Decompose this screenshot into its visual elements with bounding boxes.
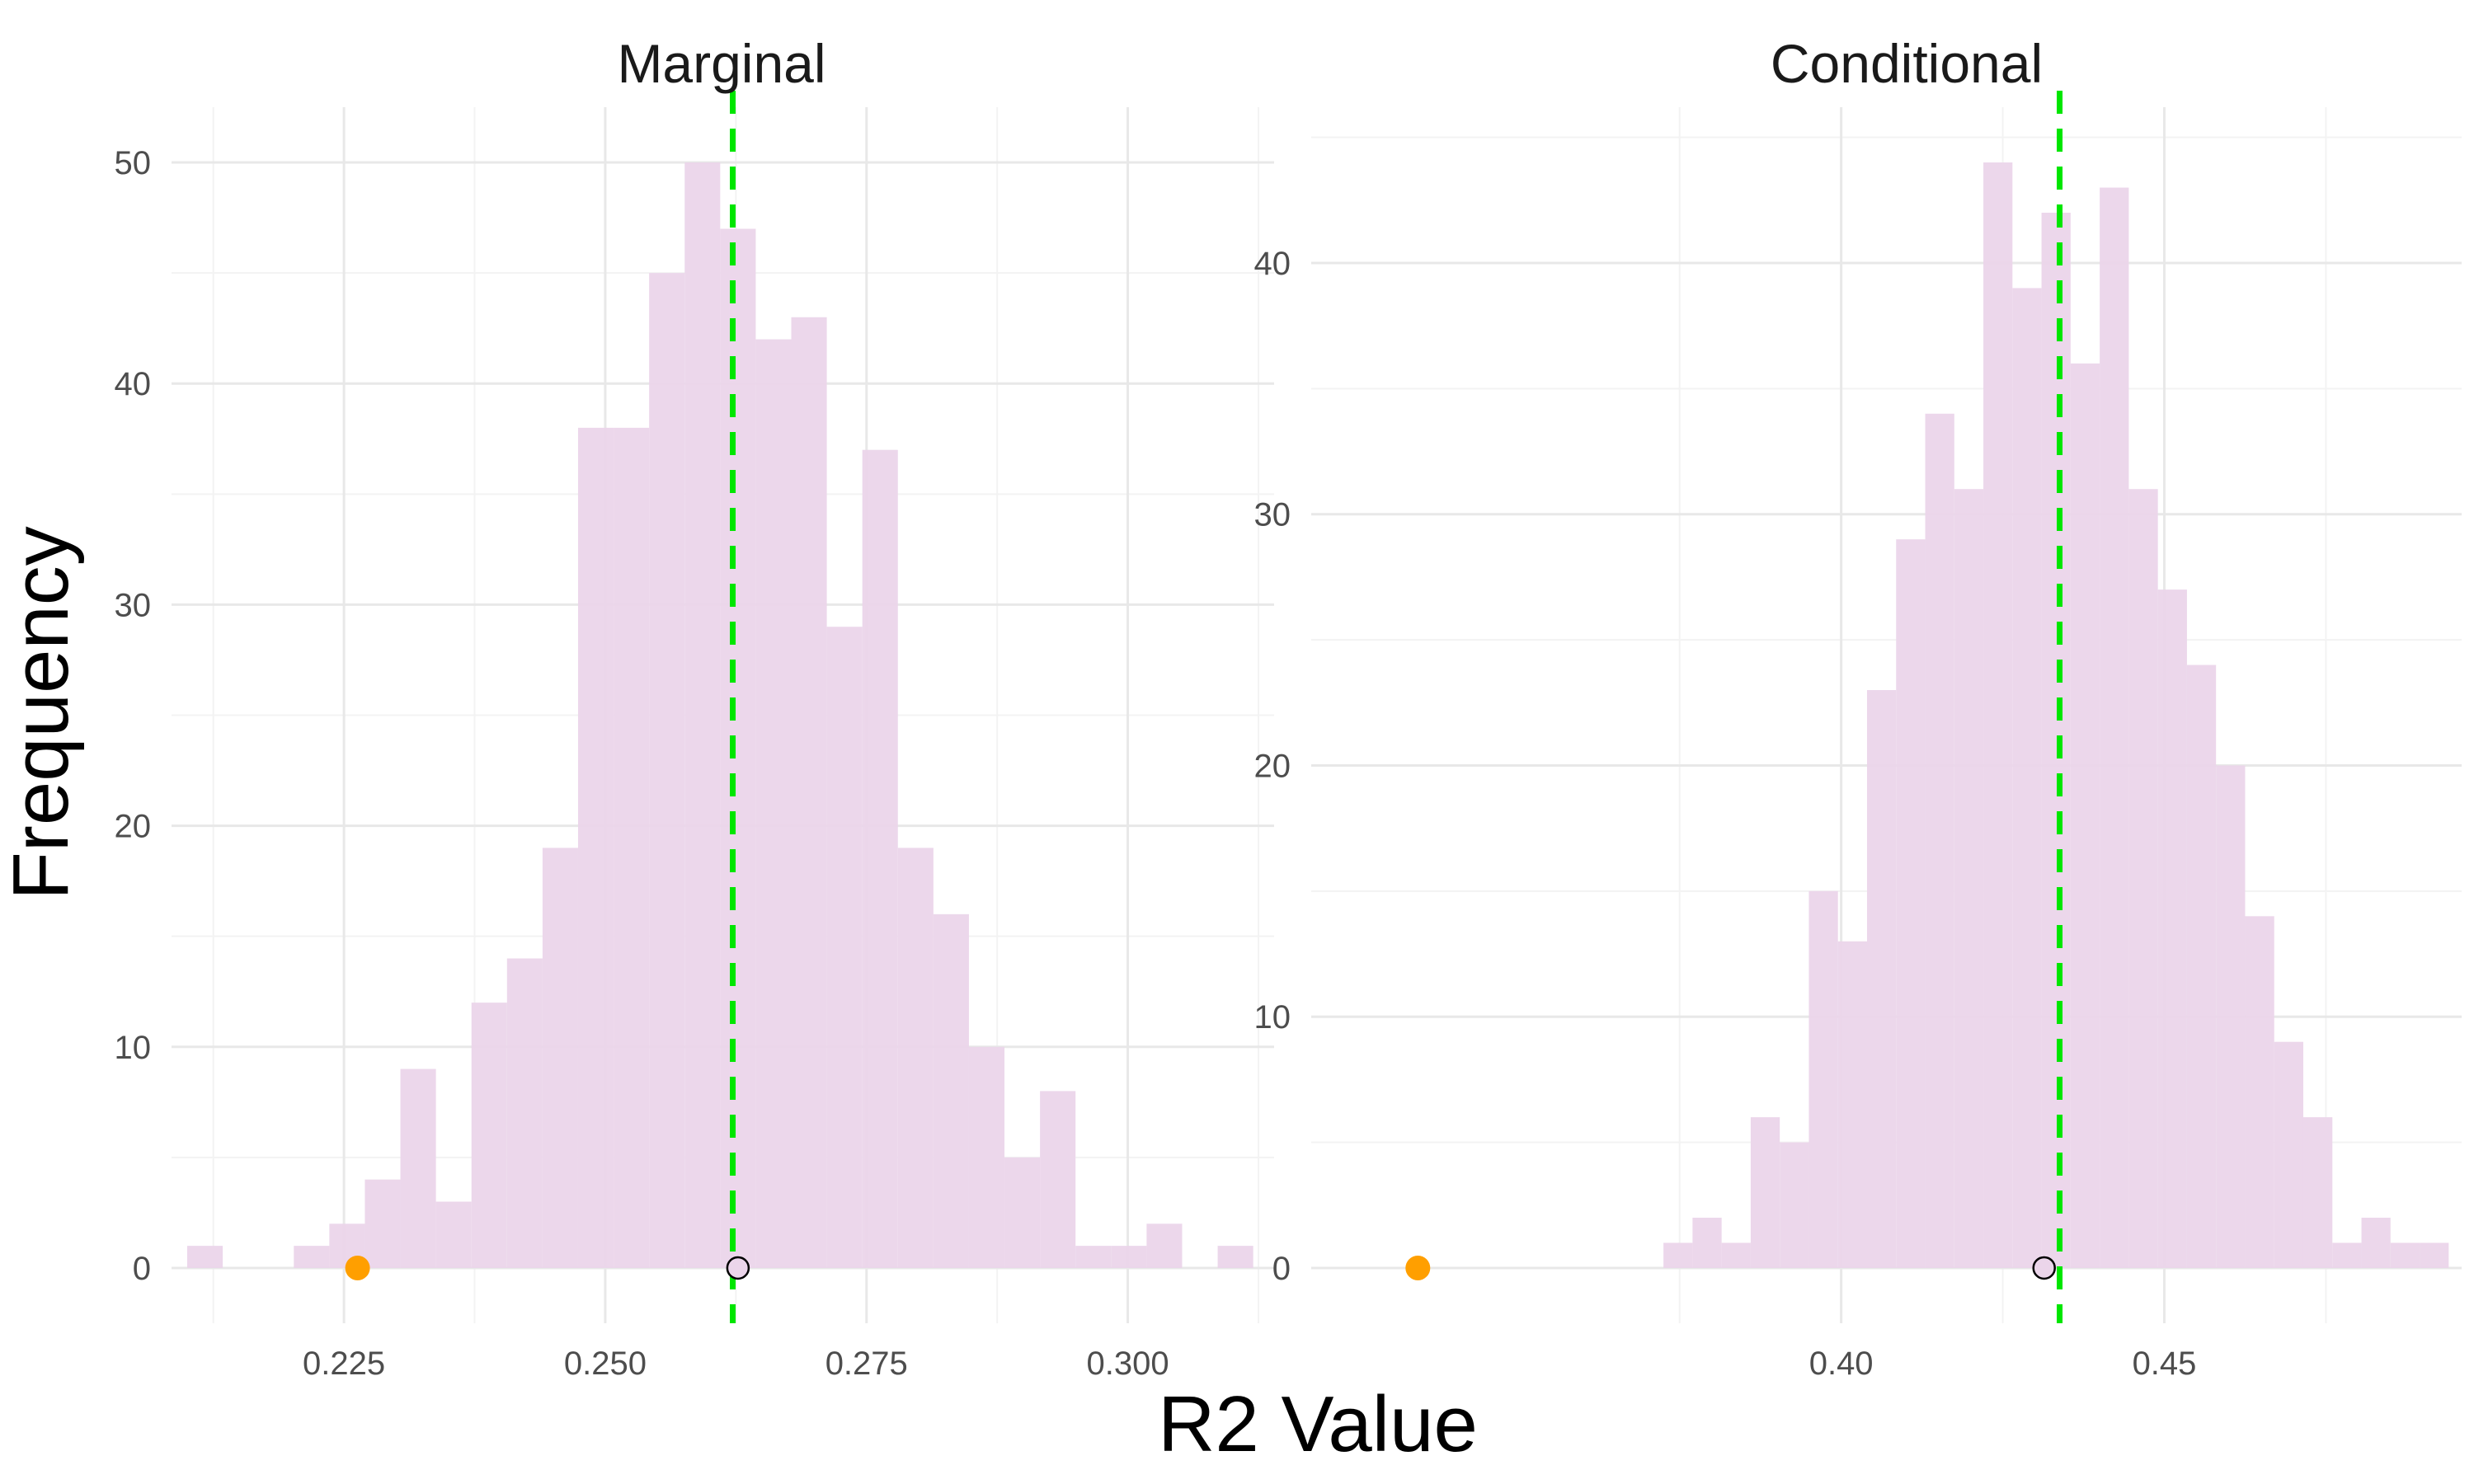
observed-point xyxy=(2032,1256,2056,1280)
y-tick-label: 10 xyxy=(1254,999,1291,1036)
histogram-bar xyxy=(1040,1091,1076,1268)
histogram-bar xyxy=(1954,489,1984,1268)
y-tick-label: 40 xyxy=(115,366,152,402)
histogram-bar xyxy=(2390,1242,2420,1268)
panel-marginal: 0.225 0.250 0.275 0.300 0 10 20 30 40 50 Marginal xyxy=(115,33,1274,1382)
reference-point xyxy=(345,1255,370,1280)
observed-point xyxy=(726,1256,750,1280)
histogram-bar xyxy=(2070,363,2100,1268)
histogram-bar xyxy=(2186,665,2217,1268)
histogram-bar xyxy=(1896,539,1926,1268)
x-axis-title: R2 Value xyxy=(1158,1380,1478,1468)
histogram-bar xyxy=(1004,1157,1041,1268)
histogram-bar xyxy=(1780,1142,1809,1268)
histogram-bar xyxy=(471,1003,507,1268)
histogram-bar xyxy=(1837,941,1867,1268)
histogram-bar xyxy=(506,958,543,1268)
x-tick-label: 0.275 xyxy=(825,1345,908,1382)
histogram-bar xyxy=(2420,1242,2449,1268)
histogram-bar xyxy=(1111,1246,1147,1268)
panel-conditional: 0.40 0.45 0 10 20 30 40 Conditional xyxy=(1254,33,2462,1382)
y-tick-label: 20 xyxy=(115,809,152,845)
histogram-bar xyxy=(1721,1242,1751,1268)
histogram-bar xyxy=(1750,1117,1780,1268)
panel-title: Marginal xyxy=(617,33,825,94)
histogram-bar xyxy=(2041,212,2071,1268)
histogram-bar xyxy=(791,317,827,1268)
histogram-bar xyxy=(755,339,792,1268)
y-tick-label: 40 xyxy=(1254,246,1291,282)
histogram-bar xyxy=(2361,1218,2391,1268)
histogram-bar xyxy=(720,228,756,1268)
x-tick-label: 0.250 xyxy=(564,1345,647,1382)
histogram-bar xyxy=(826,627,863,1268)
histogram-bar xyxy=(1925,413,1954,1268)
x-tick-label: 0.45 xyxy=(2133,1345,2197,1382)
y-tick-label: 50 xyxy=(115,145,152,181)
histogram-bar xyxy=(2332,1242,2362,1268)
histogram-bar xyxy=(2100,187,2129,1268)
histogram-bar xyxy=(1692,1218,1722,1268)
histogram-bar xyxy=(365,1179,401,1268)
histogram-bar xyxy=(577,427,614,1268)
reference-point xyxy=(1405,1255,1431,1280)
panels-layer: 0.225 0.250 0.275 0.30001020304050Marginal0… xyxy=(115,33,2462,1382)
histogram-bar xyxy=(2216,765,2246,1268)
histogram-bar xyxy=(968,1046,1005,1268)
histogram-bar xyxy=(2157,589,2187,1268)
y-tick-label: 30 xyxy=(115,587,152,623)
histogram-bar xyxy=(614,427,650,1268)
histogram-bar xyxy=(897,848,934,1268)
histogram-bar xyxy=(294,1246,330,1268)
histogram-bar xyxy=(2012,288,2042,1268)
histogram-bar xyxy=(542,848,578,1268)
histogram-bar xyxy=(2302,1117,2333,1268)
histogram-bar xyxy=(2245,916,2274,1268)
x-tick-label: 0.40 xyxy=(1809,1345,1874,1382)
histogram-bar xyxy=(1866,690,1897,1268)
histogram-bar xyxy=(187,1246,223,1268)
histogram-bar xyxy=(400,1068,436,1268)
y-tick-label: 30 xyxy=(1254,497,1291,533)
histogram-bar xyxy=(1075,1246,1112,1268)
panel-title: Conditional xyxy=(1771,33,2043,94)
x-tick-label: 0.300 xyxy=(1087,1345,1169,1382)
histogram-bar xyxy=(1663,1242,1693,1268)
y-tick-label: 0 xyxy=(133,1251,151,1287)
histogram-bar xyxy=(862,449,898,1268)
histogram-bar xyxy=(1146,1223,1183,1268)
y-tick-label: 20 xyxy=(1254,748,1291,784)
histogram-bar xyxy=(933,913,969,1268)
y-tick-label: 10 xyxy=(115,1030,152,1066)
histogram-bar xyxy=(684,162,721,1268)
histogram-bar xyxy=(1217,1246,1253,1268)
histogram-bar xyxy=(2274,1041,2303,1268)
y-axis-title: Frequency xyxy=(0,526,85,900)
histogram-bar xyxy=(2128,489,2158,1268)
histogram-bar xyxy=(1983,162,2013,1268)
x-tick-label: 0.225 xyxy=(303,1345,385,1382)
y-tick-label: 0 xyxy=(1272,1251,1291,1287)
histogram-bar xyxy=(1808,890,1838,1268)
histogram-bar xyxy=(649,273,685,1268)
histogram-bar xyxy=(435,1201,472,1268)
